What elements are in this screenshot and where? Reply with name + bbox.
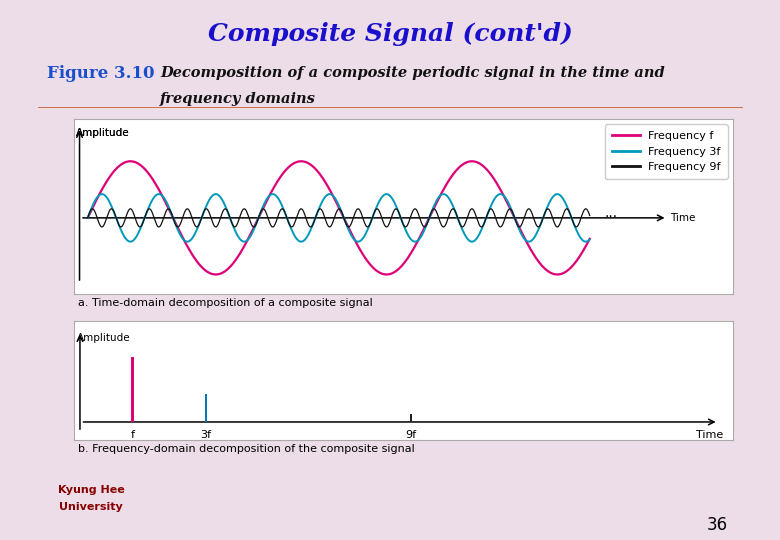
Text: Time: Time <box>696 430 723 440</box>
Legend: Frequency f, Frequency 3f, Frequency 9f: Frequency f, Frequency 3f, Frequency 9f <box>605 124 728 179</box>
Text: Amplitude: Amplitude <box>76 129 129 138</box>
Text: Decomposition of a composite periodic signal in the time and: Decomposition of a composite periodic si… <box>160 66 665 80</box>
Text: frequency domains: frequency domains <box>160 92 316 106</box>
Text: Kyung Hee: Kyung Hee <box>58 485 126 495</box>
Text: Time: Time <box>670 213 696 223</box>
Text: 9f: 9f <box>406 430 417 440</box>
Bar <box>131 356 134 422</box>
Text: ...: ... <box>604 206 617 220</box>
Text: University: University <box>58 502 122 511</box>
Text: b. Frequency-domain decomposition of the composite signal: b. Frequency-domain decomposition of the… <box>78 444 415 454</box>
Text: Amplitude: Amplitude <box>77 333 131 343</box>
Text: Composite Signal (cont'd): Composite Signal (cont'd) <box>207 22 573 46</box>
Text: Figure 3.10: Figure 3.10 <box>47 64 154 82</box>
Text: f: f <box>131 430 135 440</box>
Text: a. Time-domain decomposition of a composite signal: a. Time-domain decomposition of a compos… <box>78 298 373 308</box>
Text: 3f: 3f <box>200 430 211 440</box>
Bar <box>410 414 412 422</box>
Text: Amplitude: Amplitude <box>76 129 129 138</box>
Bar <box>205 394 207 422</box>
Text: 36: 36 <box>707 516 729 534</box>
